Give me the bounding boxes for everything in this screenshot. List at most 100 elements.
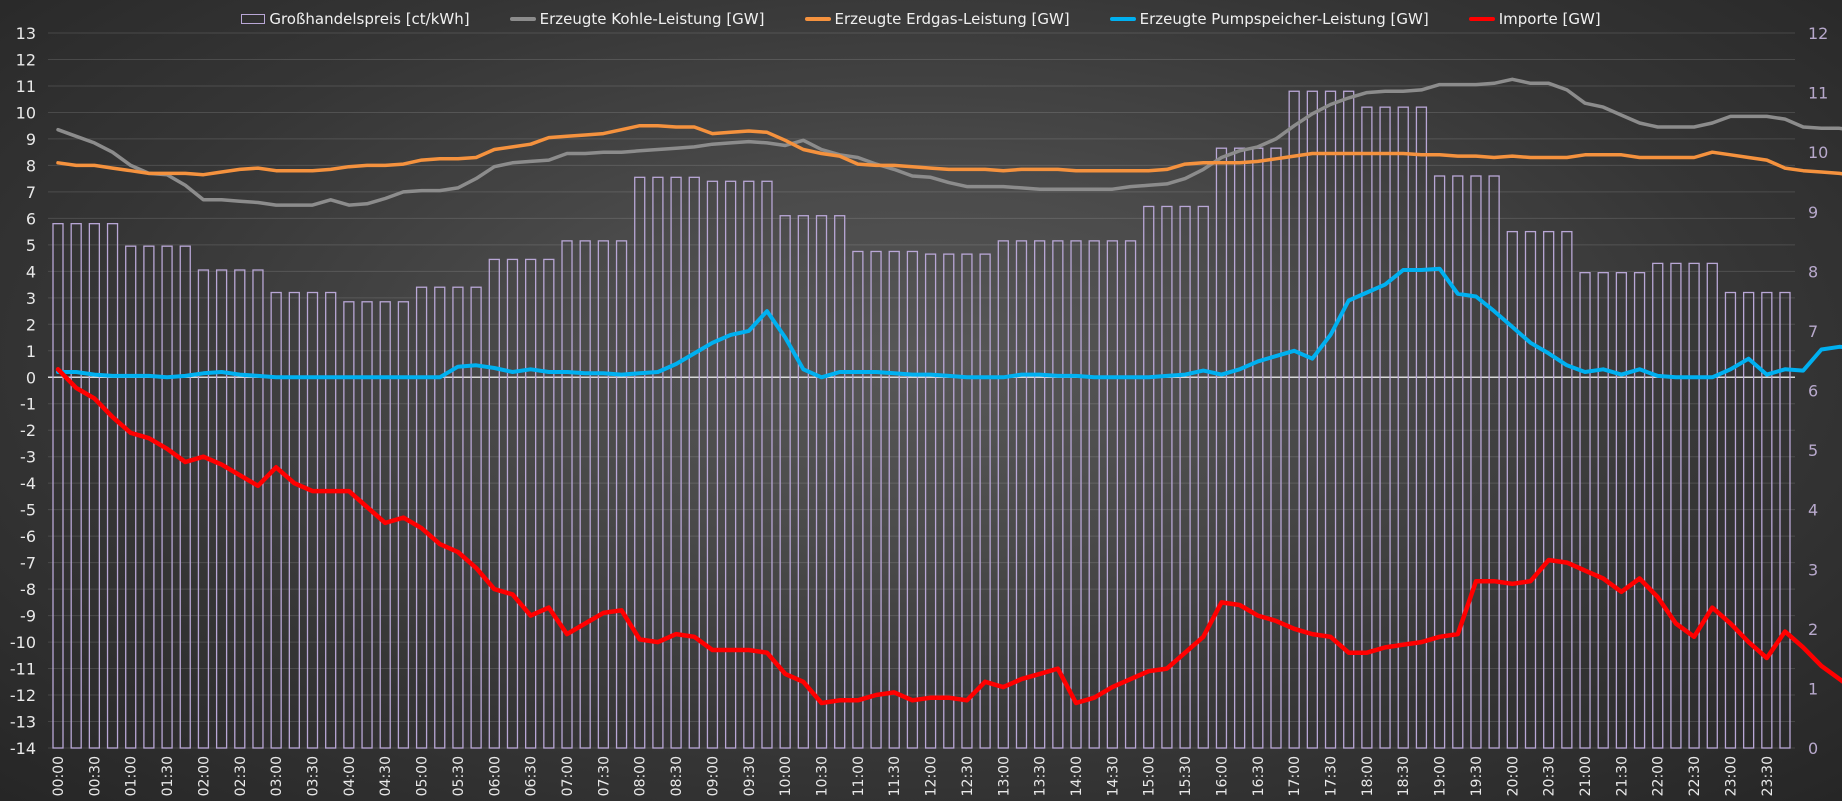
series-lines — [55, 77, 1842, 706]
y-left-tick-label: -1 — [20, 395, 36, 414]
price-bar — [779, 215, 791, 749]
price-bar — [1306, 90, 1318, 749]
legend-swatch-imports — [1468, 17, 1495, 21]
y-left-tick-label: 12 — [16, 50, 36, 69]
y-right-tick-label: 7 — [1808, 322, 1818, 341]
x-tick-label: 23:00 — [1723, 756, 1739, 796]
x-tick-label: 22:00 — [1651, 756, 1667, 796]
y-left-tick-label: 6 — [26, 209, 36, 228]
x-tick-label: 02:00 — [196, 756, 212, 796]
price-bar — [379, 301, 391, 749]
price-bar — [1034, 240, 1046, 749]
legend-item-pump[interactable]: Erzeugte Pumpspeicher-Leistung [GW] — [1109, 10, 1429, 28]
y-left-tick-label: -7 — [20, 554, 36, 573]
y-axis-left: -14-13-12-11-10-9-8-7-6-5-4-3-2-10123456… — [10, 24, 36, 758]
price-bar — [1197, 205, 1209, 749]
x-tick-label: 10:00 — [778, 756, 794, 796]
legend-swatch-coal — [509, 17, 536, 21]
legend-swatch-gas — [804, 17, 831, 21]
price-bar — [1761, 291, 1773, 749]
price-bar — [197, 269, 210, 749]
y-right-tick-label: 2 — [1808, 620, 1818, 639]
price-bar — [306, 291, 319, 749]
x-tick-label: 09:30 — [742, 756, 758, 796]
price-bar — [852, 250, 864, 749]
y-left-tick-label: -5 — [20, 501, 36, 520]
price-bar — [1524, 230, 1537, 749]
price-bar — [1633, 272, 1646, 749]
price-bar — [1070, 240, 1082, 749]
price-bar — [634, 176, 646, 749]
legend-label-price: Großhandelspreis [ct/kWh] — [269, 10, 470, 28]
x-tick-label: 00:30 — [87, 756, 103, 796]
x-tick-label: 12:30 — [960, 756, 976, 796]
price-bar — [561, 240, 573, 749]
x-tick-label: 20:00 — [1505, 756, 1521, 796]
price-bar — [143, 245, 155, 749]
y-left-tick-label: 8 — [26, 156, 36, 175]
price-bar — [1742, 291, 1755, 749]
price-bar — [579, 240, 591, 749]
price-bar — [1543, 230, 1555, 749]
y-left-tick-label: 11 — [16, 77, 36, 96]
price-bar — [1688, 262, 1700, 749]
price-bar — [506, 258, 519, 749]
y-left-tick-label: 4 — [26, 262, 36, 281]
price-bar — [670, 176, 682, 749]
x-tick-label: 04:30 — [378, 756, 394, 796]
price-bar — [1724, 291, 1737, 749]
x-tick-label: 18:30 — [1396, 756, 1412, 796]
price-bar — [525, 258, 537, 749]
y-left-tick-label: -10 — [10, 633, 36, 652]
x-tick-label: 05:00 — [415, 756, 431, 796]
price-bar — [906, 250, 919, 749]
x-tick-label: 19:00 — [1433, 756, 1449, 796]
y-left-tick-label: -14 — [10, 739, 36, 758]
y-left-tick-label: 1 — [26, 342, 36, 361]
x-tick-label: 11:00 — [851, 756, 867, 796]
legend-item-imports[interactable]: Importe [GW] — [1468, 10, 1601, 28]
price-bar — [415, 286, 428, 749]
y-left-tick-label: -11 — [10, 660, 36, 679]
price-bar — [452, 286, 464, 749]
price-bar — [543, 258, 555, 749]
y-left-tick-label: -4 — [20, 474, 36, 493]
price-bar — [1415, 106, 1428, 749]
y-right-tick-label: 11 — [1808, 84, 1828, 103]
y-right-tick-label: 5 — [1808, 441, 1818, 460]
y-left-tick-label: -12 — [10, 686, 36, 705]
price-bar — [161, 245, 173, 749]
x-tick-label: 13:30 — [1033, 756, 1049, 796]
x-tick-label: 22:30 — [1687, 756, 1703, 796]
price-bar — [724, 180, 737, 749]
price-bar — [870, 250, 882, 749]
y-left-tick-label: -9 — [20, 607, 36, 626]
price-bar — [1433, 175, 1446, 749]
price-bar — [397, 301, 410, 749]
price-bar — [1215, 147, 1228, 749]
price-bar — [1506, 230, 1518, 749]
price-bar — [1706, 262, 1718, 749]
legend-item-gas[interactable]: Erzeugte Erdgas-Leistung [GW] — [804, 10, 1070, 28]
legend-item-price[interactable]: Großhandelspreis [ct/kWh] — [241, 10, 470, 28]
legend-label-coal: Erzeugte Kohle-Leistung [GW] — [539, 10, 765, 28]
price-bar — [488, 258, 500, 749]
price-bar — [1361, 106, 1373, 749]
y-left-tick-label: 13 — [16, 24, 36, 43]
x-tick-label: 08:30 — [669, 756, 685, 796]
price-bar — [1597, 272, 1609, 749]
legend-label-gas: Erzeugte Erdgas-Leistung [GW] — [834, 10, 1070, 28]
x-tick-label: 09:00 — [705, 756, 721, 796]
price-bar — [815, 215, 828, 749]
price-bar — [252, 269, 264, 749]
price-bar — [1652, 262, 1664, 749]
gas-line — [56, 123, 1842, 177]
legend-label-imports: Importe [GW] — [1498, 10, 1601, 28]
price-bar — [361, 301, 373, 749]
price-bar — [125, 245, 137, 749]
x-tick-label: 17:30 — [1324, 756, 1340, 796]
price-bar — [1324, 90, 1337, 749]
price-bar — [706, 180, 719, 749]
legend-item-coal[interactable]: Erzeugte Kohle-Leistung [GW] — [509, 10, 765, 28]
